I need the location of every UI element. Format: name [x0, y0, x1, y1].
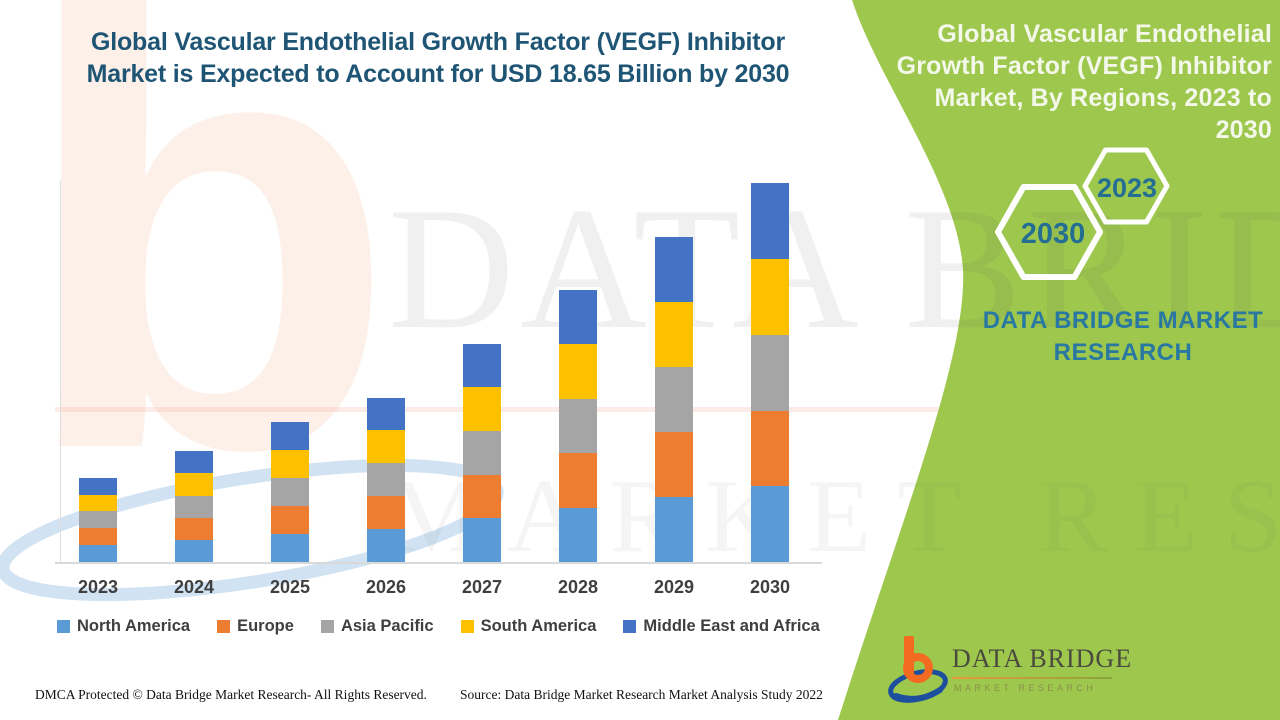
bar-segment-2029-europe	[655, 432, 693, 498]
watermark-text-marketresearch: MARKET RESEARCH	[388, 457, 1280, 574]
bar-segment-2029-north-america	[655, 497, 693, 562]
bar-segment-2029-asia-pacific	[655, 367, 693, 433]
bar-segment-2026-north-america	[367, 529, 405, 562]
bar-segment-2028-north-america	[559, 507, 597, 562]
bar-segment-2024-middle-east-and-africa	[175, 451, 213, 474]
footer-source-text: Source: Data Bridge Market Research Mark…	[460, 687, 823, 702]
hexagon-2030	[995, 184, 1103, 280]
bar-segment-2024-south-america	[175, 473, 213, 496]
databridge-logo-underline	[952, 677, 1112, 679]
databridge-logo-icon	[888, 636, 948, 703]
footer-dmca-text: DMCA Protected © Data Bridge Market Rese…	[35, 687, 427, 702]
x-axis-label-2030: 2030	[749, 577, 791, 597]
bar-segment-2025-europe	[271, 505, 309, 534]
bar-segment-2025-middle-east-and-africa	[271, 421, 309, 450]
page-title-line2: Market is Expected to Account for USD 18…	[86, 60, 790, 88]
legend-item-south-america: South America	[460, 617, 597, 636]
bar-segment-2023-asia-pacific	[79, 511, 117, 529]
side-panel-title-line1: Global Vascular Endothelial	[937, 20, 1272, 48]
bar-segment-2027-europe	[463, 474, 501, 519]
x-axis-line	[55, 562, 822, 564]
side-panel-brand-line2: RESEARCH	[1053, 339, 1193, 366]
legend-item-middle-east-and-africa: Middle East and Africa	[623, 617, 820, 636]
hexagon-2023	[1082, 147, 1170, 225]
chart-legend: North America Europe Asia Pacific South Ame…	[57, 617, 820, 636]
bar-segment-2028-europe	[559, 453, 597, 508]
databridge-logo: DATA BRIDGE MARKET RESEARCH	[888, 632, 1168, 710]
legend-item-north-america: North America	[57, 617, 190, 636]
x-axis-label-2026: 2026	[365, 577, 407, 597]
hexagon-label-2030: 2030	[1020, 218, 1086, 250]
bar-segment-2028-asia-pacific	[559, 398, 597, 454]
bar-segment-2026-middle-east-and-africa	[367, 397, 405, 431]
side-panel-title-line3: Market, By Regions, 2023 to 2030	[934, 84, 1272, 144]
side-panel-title-line2: Growth Factor (VEGF) Inhibitor	[896, 52, 1272, 80]
databridge-logo-name: DATA BRIDGE	[952, 644, 1133, 673]
legend-swatch	[460, 620, 474, 633]
x-axis-label-2024: 2024	[173, 577, 215, 597]
databridge-logo-subtitle: MARKET RESEARCH	[954, 683, 1097, 693]
page-title: Global Vascular Endothelial Growth Facto…	[58, 26, 818, 90]
bar-segment-2026-asia-pacific	[367, 463, 405, 497]
bar-segment-2030-europe	[751, 410, 789, 487]
bar-segment-2027-middle-east-and-africa	[463, 343, 501, 388]
bar-segment-2024-north-america	[175, 539, 213, 562]
bar-segment-2024-europe	[175, 517, 213, 540]
x-axis-label-2028: 2028	[557, 577, 599, 597]
legend-label: Middle East and Africa	[643, 617, 820, 635]
bar-segment-2025-north-america	[271, 533, 309, 562]
hexagon-label-2023: 2023	[1096, 173, 1158, 203]
bar-segment-2023-north-america	[79, 545, 117, 562]
bar-segment-2023-south-america	[79, 494, 117, 512]
legend-swatch	[217, 620, 231, 633]
legend-swatch	[320, 620, 334, 633]
legend-label: South America	[480, 617, 597, 635]
y-axis-line	[60, 180, 61, 562]
page-title-line1: Global Vascular Endothelial Growth Facto…	[90, 28, 786, 56]
legend-swatch	[623, 620, 637, 633]
x-axis-label-2027: 2027	[461, 577, 503, 597]
bar-segment-2023-middle-east-and-africa	[79, 477, 117, 495]
bar-segment-2027-north-america	[463, 518, 501, 562]
x-axis-label-2029: 2029	[653, 577, 695, 597]
x-axis-label-2023: 2023	[77, 577, 119, 597]
bar-segment-2025-south-america	[271, 449, 309, 478]
bar-segment-2029-middle-east-and-africa	[655, 237, 693, 303]
bar-segment-2025-asia-pacific	[271, 477, 309, 506]
bar-segment-2026-europe	[367, 496, 405, 530]
bar-segment-2026-south-america	[367, 430, 405, 464]
bar-segment-2028-south-america	[559, 344, 597, 399]
legend-item-asia-pacific: Asia Pacific	[320, 617, 434, 636]
legend-label: Europe	[237, 617, 294, 635]
side-panel-brand-line1: DATA BRIDGE MARKET	[982, 307, 1264, 334]
watermark-text-databridge: DATA BRIDGE	[388, 171, 1280, 365]
bar-segment-2030-middle-east-and-africa	[751, 183, 789, 260]
legend-item-europe: Europe	[217, 617, 294, 636]
x-axis-label-2025: 2025	[269, 577, 311, 597]
legend-swatch	[57, 620, 70, 633]
hexagon-decorations	[995, 147, 1170, 280]
bar-segment-2023-europe	[79, 528, 117, 546]
legend-label: Asia Pacific	[340, 617, 434, 635]
bar-segment-2024-asia-pacific	[175, 495, 213, 518]
bar-segment-2030-south-america	[751, 259, 789, 335]
legend-label: North America	[77, 617, 191, 635]
bar-segment-2030-asia-pacific	[751, 334, 789, 411]
side-panel-title: Global Vascular Endothelial Growth Facto…	[882, 18, 1272, 146]
bar-segment-2027-south-america	[463, 387, 501, 432]
bar-segment-2030-north-america	[751, 486, 789, 562]
bar-segment-2027-asia-pacific	[463, 431, 501, 475]
bar-segment-2029-south-america	[655, 302, 693, 368]
side-panel-brand: DATA BRIDGE MARKET RESEARCH	[962, 305, 1280, 369]
bar-segment-2028-middle-east-and-africa	[559, 289, 597, 345]
